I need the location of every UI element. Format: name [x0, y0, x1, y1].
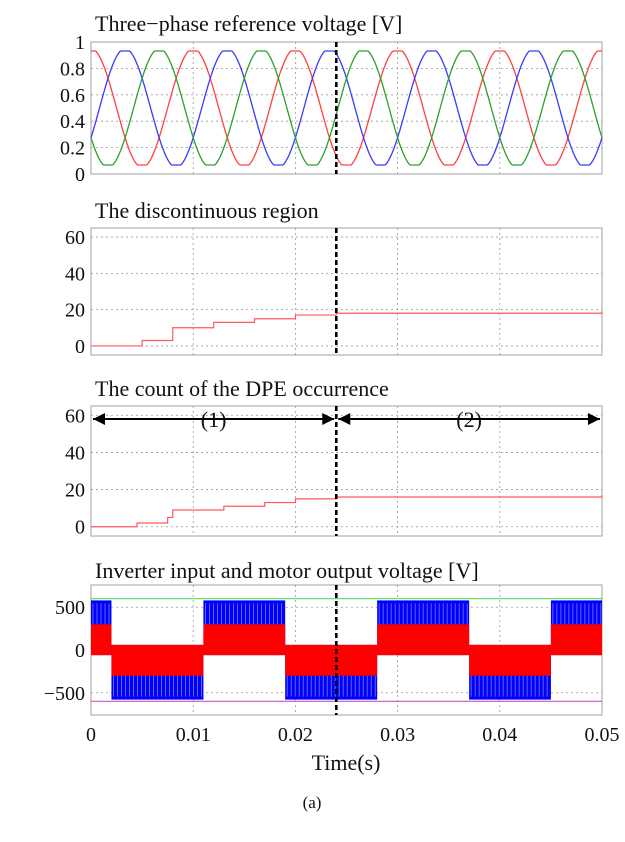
region-arrow-head-left — [93, 413, 105, 425]
panel1-plot-area — [90, 41, 603, 175]
panel3-annotations: (1) (2) — [93, 407, 600, 432]
motor-band-6 — [469, 644, 551, 676]
panel2-ytick-3: 60 — [65, 227, 85, 249]
motor-band-3 — [203, 624, 286, 656]
panel3-ytick-2: 40 — [65, 442, 85, 464]
panel3-plot-area — [90, 405, 603, 537]
panel4-series — [91, 598, 602, 702]
xtick-5: 0.05 — [585, 724, 620, 746]
panel1-ytick-1: 0.2 — [60, 138, 85, 160]
panel1-ytick-3: 0.6 — [60, 85, 85, 107]
panel3-ytick-1: 20 — [65, 480, 85, 502]
panel3-ytick-3: 60 — [65, 405, 85, 427]
panel4-x-ticks: 0 0.01 0.02 0.03 0.04 0.05 — [86, 724, 620, 746]
motor-band-5 — [377, 624, 470, 656]
panel1-ytick-4: 0.8 — [60, 58, 85, 80]
panel3-grid — [91, 406, 602, 536]
panel4-title: Inverter input and motor output voltage … — [95, 558, 479, 583]
panel4-ytick-2: 500 — [55, 597, 85, 619]
series-step-1 — [91, 495, 603, 528]
x-axis-label: Time(s) — [312, 750, 381, 775]
xtick-1: 0.01 — [176, 724, 211, 746]
panel1-ytick-2: 0.4 — [60, 111, 85, 133]
series-line-3 — [90, 50, 603, 166]
xtick-0: 0 — [86, 724, 96, 746]
motor-band-4 — [285, 644, 378, 676]
panel2-ytick-0: 0 — [75, 336, 85, 358]
panel3-y-ticks: 0 20 40 60 — [65, 405, 85, 538]
region-arrow-head-left — [338, 413, 351, 425]
panel2-y-ticks: 0 20 40 60 — [65, 227, 85, 358]
region-arrow-head-right — [322, 413, 335, 425]
motor-band-1 — [91, 624, 112, 656]
panel1-ytick-5: 1 — [75, 32, 85, 54]
panel1-ytick-0: 0 — [75, 164, 85, 186]
xtick-2: 0.02 — [278, 724, 313, 746]
panel2-series — [91, 311, 603, 347]
panel4-y-ticks: −500 0 500 — [44, 597, 85, 705]
panel2-ytick-1: 20 — [65, 300, 85, 322]
panel1-title: Three−phase reference voltage [V] — [95, 11, 402, 36]
region-arrow-head-right — [588, 413, 600, 425]
panel2-grid — [91, 228, 602, 355]
panel3-ytick-0: 0 — [75, 517, 85, 539]
panel2-ytick-2: 40 — [65, 263, 85, 285]
figure-caption: (a) — [303, 793, 322, 812]
panel1-y-ticks: 0 0.2 0.4 0.6 0.8 1 — [60, 32, 85, 186]
panel1-series — [90, 50, 603, 166]
panel2-plot-area — [90, 227, 603, 356]
panel2-title: The discontinuous region — [95, 198, 319, 223]
panel3-series — [91, 495, 603, 528]
motor-band-7 — [550, 624, 602, 656]
panel3-title: The count of the DPE occurrence — [95, 376, 389, 401]
xtick-4: 0.04 — [482, 724, 517, 746]
panel4-ytick-0: −500 — [44, 683, 85, 705]
series-step-1 — [91, 311, 603, 347]
panel1-grid — [91, 42, 602, 174]
motor-band-2 — [111, 644, 204, 676]
panel4-ytick-1: 0 — [75, 640, 85, 662]
xtick-3: 0.03 — [380, 724, 415, 746]
